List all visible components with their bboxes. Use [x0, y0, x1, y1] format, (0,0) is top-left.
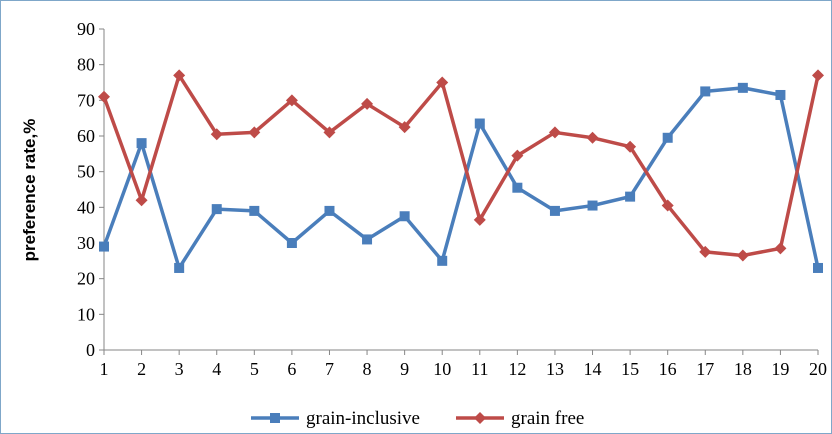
- y-tick-label: 70: [77, 90, 95, 110]
- y-tick-label: 90: [77, 19, 95, 39]
- data-point: [587, 200, 598, 211]
- x-tick-label: 12: [508, 359, 526, 379]
- data-point: [699, 245, 712, 258]
- legend-item: grain free: [456, 408, 584, 429]
- x-tick-label: 9: [400, 359, 409, 379]
- x-tick-label: 7: [325, 359, 334, 379]
- y-tick-label: 20: [77, 269, 95, 289]
- data-point: [812, 69, 824, 82]
- data-point: [775, 89, 786, 100]
- data-point: [173, 69, 186, 82]
- y-tick-label: 10: [77, 304, 95, 324]
- legend-item: grain-inclusive: [251, 408, 420, 429]
- data-point: [474, 118, 485, 129]
- legend-label: grain-inclusive: [306, 408, 420, 429]
- x-tick-label: 19: [771, 359, 789, 379]
- series-layer: [98, 69, 824, 273]
- series-line: [102, 73, 820, 258]
- x-tick-label: 10: [433, 359, 451, 379]
- x-tick-label: 11: [471, 359, 488, 379]
- x-tick-label: 1: [100, 359, 109, 379]
- legend: grain-inclusive grain free: [251, 408, 584, 429]
- data-point: [774, 242, 787, 255]
- y-tick-label: 30: [77, 233, 95, 253]
- data-point: [324, 205, 335, 216]
- data-point: [436, 76, 449, 89]
- data-point: [586, 131, 599, 144]
- data-point: [700, 86, 711, 97]
- data-point: [549, 205, 560, 216]
- y-tick-label: 80: [77, 55, 95, 75]
- x-tick-label: 8: [363, 359, 372, 379]
- series-line: [102, 86, 820, 270]
- x-tick-label: 18: [734, 359, 752, 379]
- data-point: [399, 211, 410, 222]
- data-point: [99, 241, 109, 252]
- data-point: [362, 234, 373, 245]
- y-tick-label: 60: [77, 126, 95, 146]
- data-point: [286, 238, 297, 248]
- data-point: [548, 126, 561, 139]
- data-point: [437, 255, 448, 266]
- x-tick-label: 2: [137, 359, 146, 379]
- data-point: [249, 205, 260, 216]
- data-point: [737, 82, 748, 93]
- x-tick-label: 15: [621, 359, 639, 379]
- data-point: [512, 182, 523, 193]
- data-point: [736, 249, 749, 262]
- data-point: [136, 138, 147, 149]
- x-tick-label: 16: [659, 359, 677, 379]
- y-tick-label: 50: [77, 162, 95, 182]
- y-tick-label: 0: [86, 340, 95, 360]
- series-grain-free: [98, 69, 824, 262]
- x-tick-label: 13: [546, 359, 564, 379]
- y-tick-label: 40: [77, 197, 95, 217]
- data-point: [361, 97, 374, 110]
- x-tick-label: 17: [696, 359, 714, 379]
- data-point: [625, 191, 636, 202]
- data-point: [813, 262, 823, 273]
- y-axis-label: preference rate,%: [20, 119, 39, 262]
- series-grain-inclusive: [99, 82, 823, 273]
- data-point: [323, 126, 336, 139]
- data-point: [661, 199, 674, 212]
- data-point: [473, 213, 486, 226]
- legend-marker: [270, 413, 280, 423]
- data-point: [211, 204, 222, 215]
- data-point: [98, 90, 110, 103]
- x-tick-label: 3: [175, 359, 184, 379]
- data-point: [174, 262, 185, 273]
- x-tick-label: 5: [250, 359, 259, 379]
- data-point: [398, 121, 411, 134]
- data-point: [662, 132, 673, 143]
- x-tick-label: 6: [287, 359, 296, 379]
- data-point: [285, 94, 298, 107]
- x-tick-label: 20: [809, 359, 827, 379]
- data-point: [135, 194, 148, 207]
- x-tick-label: 4: [212, 359, 221, 379]
- data-point: [210, 128, 223, 141]
- data-point: [511, 149, 524, 162]
- x-tick-label: 14: [584, 359, 602, 379]
- legend-label: grain free: [511, 408, 584, 429]
- legend-marker: [474, 412, 486, 424]
- data-point: [248, 126, 261, 139]
- data-point: [624, 140, 637, 153]
